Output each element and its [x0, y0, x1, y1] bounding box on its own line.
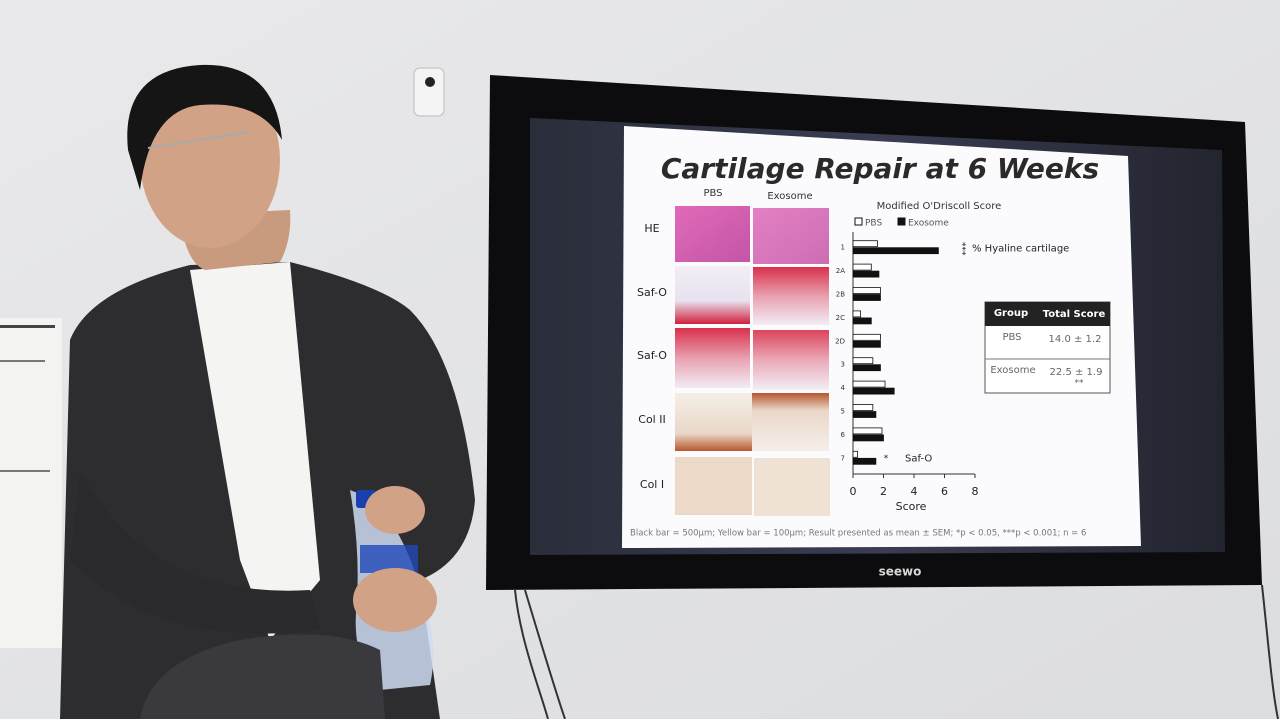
y-tick-label: 6 — [841, 431, 846, 439]
y-tick-label: 2B — [836, 291, 845, 299]
y-tick-label: 5 — [841, 408, 845, 416]
y-tick-label: 4 — [841, 384, 846, 392]
table-cell: 22.5 ± 1.9 — [1050, 367, 1103, 378]
camera-lens — [425, 77, 435, 87]
table-header — [985, 302, 1110, 326]
hair — [127, 64, 282, 190]
y-tick-label: 3 — [841, 361, 845, 369]
row-label: HE — [644, 222, 659, 235]
cable — [514, 589, 566, 719]
x-tick-label: 2 — [880, 485, 887, 498]
bar — [852, 387, 895, 395]
hand — [365, 486, 425, 534]
cable — [1261, 584, 1279, 719]
bar — [852, 263, 872, 271]
tissue-images — [675, 206, 830, 516]
y-tick-label: 2C — [836, 314, 845, 322]
row-label: Saf-O — [637, 349, 667, 362]
y-tick-label: 2A — [836, 267, 845, 275]
glasses — [147, 131, 251, 149]
bar — [852, 357, 874, 365]
x-tick-label: 0 — [850, 485, 857, 498]
legend-swatch — [854, 217, 863, 226]
bar — [852, 317, 872, 325]
column-label: Exosome — [767, 191, 812, 202]
bar — [852, 380, 886, 388]
table-header-cell: Group — [994, 308, 1028, 319]
x-tick-label: 4 — [911, 485, 918, 498]
bar — [852, 333, 881, 341]
bar — [852, 457, 877, 465]
tissue-image — [753, 330, 829, 390]
paper-line — [0, 470, 50, 472]
tissue-image — [675, 328, 750, 388]
x-tick-label: 8 — [972, 485, 979, 498]
arm — [70, 470, 320, 634]
bar — [852, 247, 939, 255]
tissue-image — [754, 458, 830, 516]
camera — [413, 67, 445, 117]
chart-title: Modified O'Driscoll Score — [877, 201, 1002, 212]
bar — [852, 294, 881, 301]
bar — [852, 427, 883, 435]
hand — [353, 568, 437, 632]
bar — [852, 450, 858, 458]
face — [140, 72, 280, 248]
table-cell: Exosome — [990, 365, 1035, 376]
bar — [852, 270, 880, 278]
y-tick-label: 7 — [841, 454, 845, 462]
bar — [852, 404, 874, 411]
bar — [852, 287, 881, 294]
annotation: % Hyaline cartilage — [972, 244, 1069, 255]
paper-line — [0, 325, 55, 328]
x-axis-label: Score — [896, 500, 927, 513]
bar-chart: 0 2 4 6 8 Score PBS Exosome 1 2A 2B 2C 2D 3 4 5 6 7 % Hyal… — [835, 217, 1069, 513]
legend-label: PBS — [865, 219, 882, 229]
table-cell: PBS — [1002, 332, 1021, 343]
tissue-image — [752, 393, 829, 451]
tissue-image — [753, 267, 829, 325]
paper-line — [0, 360, 45, 362]
legend-swatch — [897, 217, 906, 226]
slide-title: Cartilage Repair at 6 Weeks — [661, 152, 1099, 185]
column-label: PBS — [703, 188, 722, 199]
chair — [140, 634, 385, 719]
bar — [852, 411, 877, 418]
significance-marker: *** — [957, 242, 967, 256]
tissue-image — [675, 393, 752, 451]
tissue-image — [675, 266, 750, 324]
tissue-image — [675, 206, 750, 262]
table-note: ** — [1075, 379, 1085, 389]
footnote: Black bar = 500μm; Yellow bar = 100μm; R… — [630, 529, 1086, 539]
bar — [852, 340, 881, 348]
bar — [852, 310, 862, 318]
wall-papers — [0, 318, 62, 648]
significance-marker: * — [884, 454, 889, 464]
bar — [852, 364, 881, 372]
y-tick-label: 2D — [835, 337, 845, 345]
y-tick-label: 1 — [841, 244, 845, 252]
row-label: Saf-O — [637, 286, 667, 299]
bar — [852, 240, 878, 248]
x-tick-label: 6 — [941, 485, 948, 498]
table-cell: 14.0 ± 1.2 — [1049, 334, 1102, 345]
row-label: Col I — [640, 478, 664, 491]
legend-label: Exosome — [908, 219, 949, 229]
table-header-cell: Total Score — [1043, 309, 1106, 320]
tissue-image — [675, 457, 752, 515]
row-label: Col II — [638, 413, 665, 426]
bar — [852, 434, 884, 442]
brand: seewo — [879, 565, 922, 579]
shirt — [190, 262, 320, 640]
annotation: Saf-O — [905, 453, 932, 464]
tissue-image — [753, 208, 829, 264]
